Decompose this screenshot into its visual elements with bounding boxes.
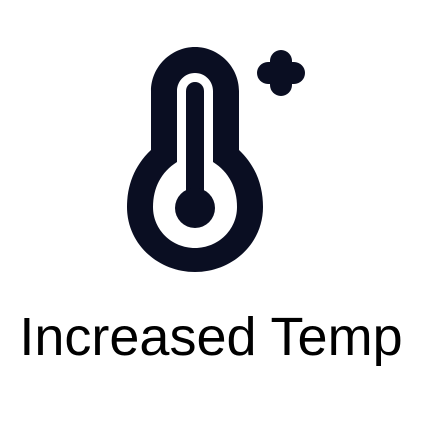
- icon-label: Increased Temp: [19, 307, 403, 367]
- plus-icon: [257, 50, 305, 96]
- mercury-stem: [186, 82, 204, 202]
- thermometer-outline: [127, 47, 263, 272]
- mercury-bulb: [175, 188, 215, 228]
- increased-temp-icon: [127, 47, 305, 272]
- thermometer-plus-icon: [127, 47, 305, 272]
